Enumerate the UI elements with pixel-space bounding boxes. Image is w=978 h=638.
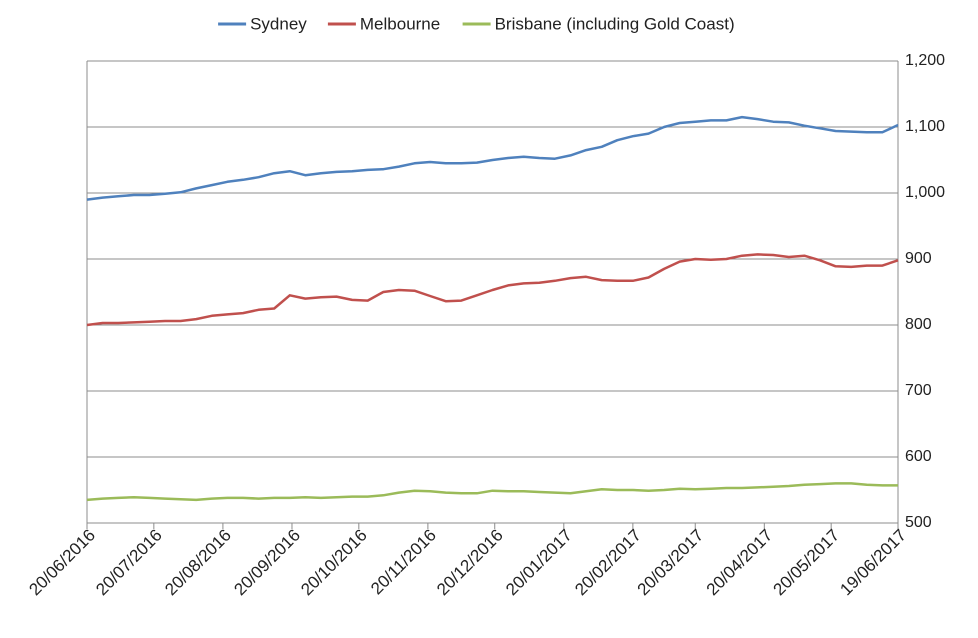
legend-label: Melbourne [360, 14, 440, 33]
x-tick-label: 20/03/2017 [634, 526, 708, 600]
x-tick-label: 20/07/2016 [92, 526, 166, 600]
y-tick-label: 700 [905, 382, 932, 399]
x-tick-label: 20/11/2016 [367, 526, 440, 599]
x-tick-label: 20/12/2016 [433, 526, 507, 600]
legend-label: Brisbane (including Gold Coast) [495, 14, 735, 33]
y-tick-label: 600 [905, 448, 932, 465]
y-tick-label: 900 [905, 250, 932, 267]
x-tick-label: 20/01/2017 [502, 526, 576, 600]
y-tick-label: 1,000 [905, 184, 945, 201]
y-tick-label: 800 [905, 316, 932, 333]
x-tick-label: 20/06/2016 [25, 526, 99, 600]
x-tick-label: 20/09/2016 [230, 526, 304, 600]
x-tick-label: 20/05/2017 [770, 526, 844, 600]
legend-label: Sydney [250, 14, 307, 33]
series-line [86, 253, 899, 327]
y-tick-label: 500 [905, 514, 932, 531]
x-tick-label: 19/06/2017 [836, 526, 910, 600]
x-tick-label: 20/10/2016 [297, 526, 371, 600]
series-line [86, 115, 899, 201]
series-line [86, 482, 898, 502]
y-tick-label: 1,200 [905, 52, 945, 69]
x-tick-label: 20/04/2017 [703, 526, 777, 600]
x-tick-label: 20/08/2016 [161, 526, 235, 600]
x-tick-label: 20/02/2017 [571, 526, 645, 600]
y-tick-label: 1,100 [905, 118, 945, 135]
